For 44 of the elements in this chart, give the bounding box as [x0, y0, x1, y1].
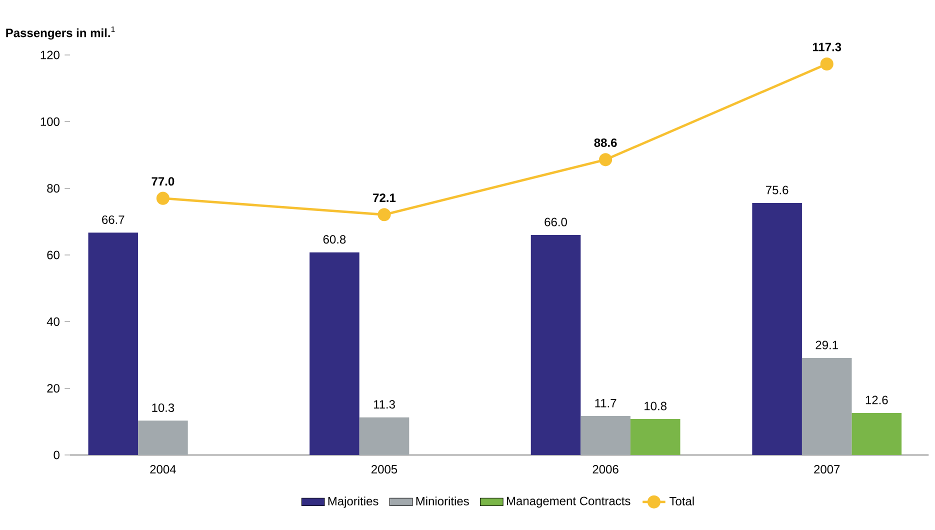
data-label: 72.1: [373, 194, 396, 202]
data-label: 12.6: [866, 396, 888, 404]
y-tick-label: 40: [46, 317, 60, 326]
point: [156, 192, 170, 205]
bar: [580, 416, 630, 455]
x-tick-label: 2007: [814, 465, 840, 474]
bar: [630, 418, 680, 455]
legend-label: Management Contracts: [506, 496, 630, 508]
data-label: 60.8: [323, 235, 346, 244]
y-tick-label: 20: [47, 384, 60, 393]
bar: [310, 252, 360, 455]
point: [820, 57, 834, 71]
data-label: 29.1: [816, 340, 838, 350]
point: [378, 208, 391, 222]
x-tick-label: 2006: [592, 465, 618, 474]
legend-label: Majorities: [328, 496, 378, 508]
data-label: 11.3: [374, 400, 395, 409]
y-tick-label: 120: [40, 50, 60, 60]
data-label: 66.0: [544, 218, 567, 226]
data-label: 77.0: [152, 177, 174, 186]
y-axis-title: Passengers in mil.$^{1}$: [6, 26, 115, 40]
bar: [359, 417, 410, 455]
legend-label: Total: [669, 496, 694, 506]
data-label: 117.3: [812, 42, 842, 52]
x-tick-label: 2004: [150, 465, 176, 474]
x-tick-label: 2005: [372, 465, 398, 474]
data-label: 88.6: [594, 138, 617, 147]
data-label: 66.7: [102, 215, 124, 224]
bar: [802, 358, 852, 455]
legend-label: Miniorities: [416, 496, 469, 506]
y-tick-label: 60: [47, 250, 60, 260]
bar: [138, 420, 188, 455]
bar: [530, 234, 581, 455]
data-label: 75.6: [766, 186, 788, 194]
bar: [88, 232, 138, 455]
data-label: 10.8: [644, 402, 667, 410]
point: [599, 153, 612, 166]
y-tick-label: 100: [40, 117, 60, 126]
bar: [752, 202, 802, 455]
y-tick-label: 0: [54, 450, 60, 460]
data-label: 11.7: [595, 399, 616, 408]
data-label: 10.3: [152, 403, 174, 412]
bar: [852, 412, 902, 455]
y-tick-label: 80: [47, 184, 60, 193]
